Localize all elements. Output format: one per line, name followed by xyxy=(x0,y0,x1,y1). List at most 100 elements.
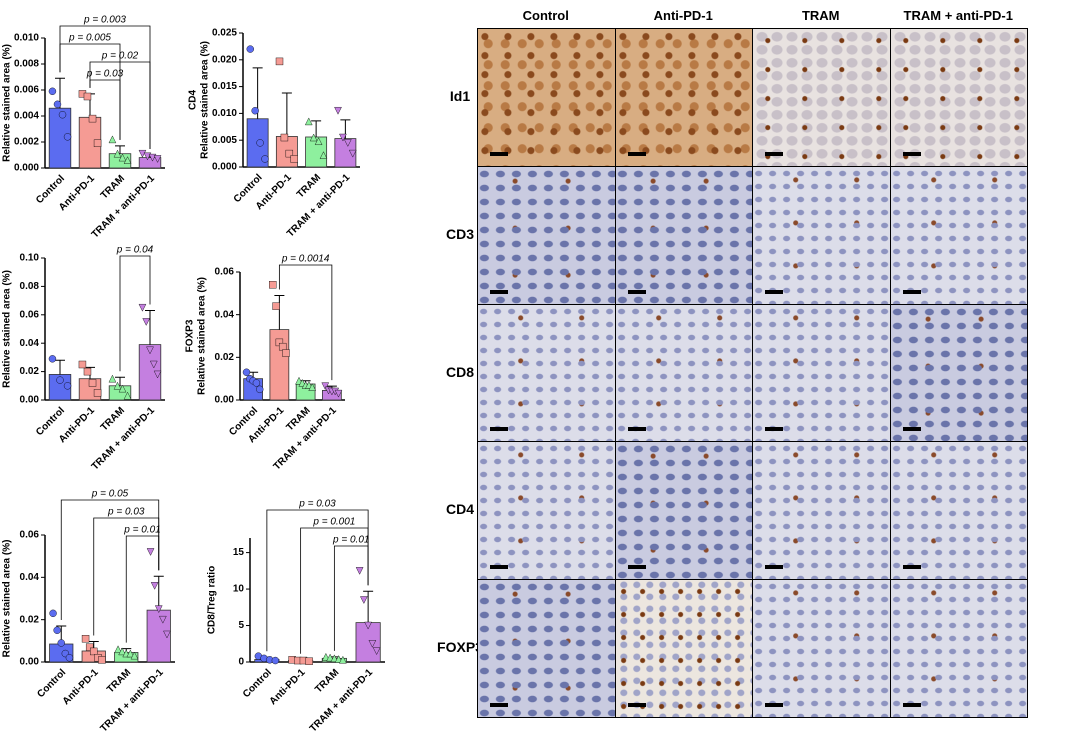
data-point xyxy=(58,110,67,119)
marker-label: FOXP3 xyxy=(185,319,196,352)
y-tick-label: 0.06 xyxy=(20,309,40,320)
scale-bar xyxy=(765,702,783,707)
micrograph xyxy=(752,441,891,581)
data-point xyxy=(344,139,352,147)
y-tick-label: 0.00 xyxy=(215,395,235,406)
p-value: p = 0.03 xyxy=(107,507,145,518)
micrograph xyxy=(752,165,891,305)
y-tick-label: 0.004 xyxy=(14,111,39,122)
data-point xyxy=(256,139,264,147)
bar-chart: 0.00 0.02 0.04 0.06 Relative stained area (%… xyxy=(185,254,345,473)
data-point xyxy=(123,156,132,164)
y-tick-label: 0.000 xyxy=(14,163,39,174)
bar-chart: 0.00 0.02 0.04 0.06 Relative stained area (%… xyxy=(2,489,175,735)
significance-bracket xyxy=(89,61,151,149)
data-point xyxy=(65,654,74,662)
scale-bar xyxy=(490,427,508,432)
y-tick-label: 0.008 xyxy=(14,59,39,70)
y-tick-label: 0.005 xyxy=(212,135,237,146)
data-point xyxy=(48,355,57,363)
y-tick-label: 0.06 xyxy=(20,530,40,541)
y-axis-label: Relative stained area (%) xyxy=(2,44,13,162)
data-point xyxy=(275,57,284,66)
error-bar xyxy=(311,120,322,137)
data-point xyxy=(150,582,159,590)
scale-bar xyxy=(490,151,508,156)
x-tick-label: TRAM xyxy=(99,405,127,433)
y-tick-label: 0.02 xyxy=(20,366,40,377)
data-point xyxy=(56,376,64,384)
row-label: CD4 xyxy=(445,501,474,518)
data-point xyxy=(81,635,90,643)
row-label: CD8 xyxy=(445,363,474,380)
data-point xyxy=(108,135,117,144)
data-point xyxy=(93,389,102,397)
data-point xyxy=(93,139,102,148)
x-tick-label: TRAM xyxy=(105,667,133,695)
data-point xyxy=(126,649,135,658)
scale-bar xyxy=(902,151,921,156)
data-point xyxy=(322,652,330,661)
data-point xyxy=(330,654,339,663)
y-tick-label: 0.10 xyxy=(20,253,40,264)
data-point xyxy=(308,383,317,391)
data-point xyxy=(113,381,122,390)
scale-bar xyxy=(765,565,783,570)
data-point xyxy=(153,155,162,163)
data-point xyxy=(63,382,72,390)
micrograph xyxy=(889,28,1028,167)
data-point xyxy=(49,609,57,618)
micrograph xyxy=(477,579,616,718)
y-tick-label: 0.08 xyxy=(20,281,40,292)
y-tick-label: 0.06 xyxy=(215,267,235,278)
data-point xyxy=(123,391,132,400)
p-value: p = 0.001 xyxy=(312,517,355,528)
micrograph xyxy=(614,441,753,581)
data-point xyxy=(334,655,343,663)
data-point xyxy=(78,360,87,369)
p-value: p = 0.05 xyxy=(91,489,129,500)
data-point xyxy=(290,155,298,163)
scale-bar xyxy=(627,427,646,432)
scale-bar xyxy=(765,151,783,156)
significance-bracket xyxy=(278,264,333,381)
micrograph xyxy=(889,579,1028,718)
bar-chart: 0.00 0.02 0.04 0.06 0.08 0.10 Relative stained… xyxy=(2,245,165,473)
data-point xyxy=(130,651,139,660)
column-header: TRAM xyxy=(801,8,840,23)
significance-bracket xyxy=(266,509,369,652)
error-bar xyxy=(363,590,374,623)
micrograph xyxy=(477,28,616,167)
x-tick-label: TRAM + anti-PD-1 xyxy=(308,667,376,735)
micrograph xyxy=(614,579,753,718)
marker-label: CD4 xyxy=(188,90,199,110)
y-tick-label: 0.015 xyxy=(212,81,237,92)
data-point xyxy=(83,92,92,101)
scale-bar xyxy=(627,289,646,294)
x-tick-label: Anti-PD-1 xyxy=(268,667,308,707)
y-axis-label: Relative stained area (%) xyxy=(200,41,211,159)
p-value: p = 0.03 xyxy=(298,499,336,510)
y-tick-label: 0.04 xyxy=(20,572,40,583)
data-point xyxy=(252,379,261,387)
y-tick-label: 0.04 xyxy=(215,309,235,320)
y-tick-label: 0.010 xyxy=(14,33,39,44)
data-point xyxy=(261,155,269,163)
scale-bar xyxy=(490,702,508,707)
scale-bar xyxy=(490,565,508,570)
p-value: p = 0.03 xyxy=(86,69,124,80)
data-point xyxy=(85,643,94,651)
data-point xyxy=(360,596,368,604)
data-point xyxy=(280,133,289,142)
data-point xyxy=(153,370,162,379)
micrograph xyxy=(477,441,616,581)
data-point xyxy=(251,107,259,115)
x-tick-label: Anti-PD-1 xyxy=(61,667,101,707)
y-tick-label: 0.00 xyxy=(20,395,40,406)
error-bar xyxy=(281,92,292,137)
data-point xyxy=(114,645,122,653)
data-point xyxy=(57,639,65,647)
data-point xyxy=(138,149,147,158)
data-point xyxy=(63,133,72,141)
